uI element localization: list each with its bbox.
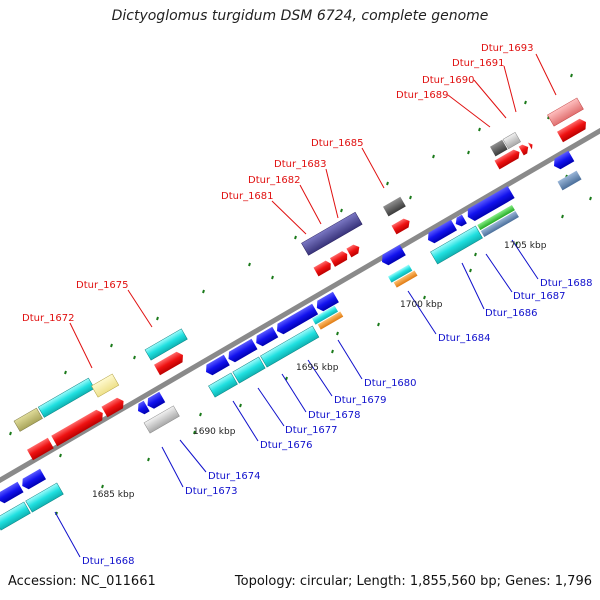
label-dtur-1685[interactable]: Dtur_1685 — [311, 138, 364, 149]
accession-label: Accession: NC_011661 — [8, 574, 156, 589]
label-dtur-1681[interactable]: Dtur_1681 — [221, 191, 274, 202]
gene-cyan[interactable] — [312, 305, 339, 325]
tick-marks — [9, 73, 592, 516]
gene-red[interactable] — [346, 243, 361, 258]
genes-lower-strand — [0, 150, 582, 531]
label-dtur-1677[interactable]: Dtur_1677 — [285, 425, 338, 436]
genome-backbone — [0, 127, 600, 484]
gene-cyan[interactable] — [25, 482, 64, 513]
gene-cyan[interactable] — [208, 372, 238, 398]
gene-blue[interactable] — [464, 185, 515, 223]
gene-cyan[interactable] — [430, 225, 483, 265]
gene-dark[interactable] — [383, 196, 406, 217]
gene-cyan[interactable] — [144, 328, 188, 361]
gene-blue[interactable] — [145, 391, 166, 411]
gene-steel[interactable] — [480, 211, 519, 238]
gene-grey[interactable] — [502, 131, 521, 150]
gene-blue[interactable] — [274, 303, 319, 336]
label-dtur-1678[interactable]: Dtur_1678 — [308, 410, 361, 421]
gene-blue[interactable] — [135, 400, 150, 416]
label-dtur-1679[interactable]: Dtur_1679 — [334, 395, 387, 406]
label-dtur-1682[interactable]: Dtur_1682 — [248, 175, 301, 186]
label-dtur-1690[interactable]: Dtur_1690 — [422, 75, 475, 86]
gene-red[interactable] — [51, 408, 105, 447]
gene-red[interactable] — [313, 259, 334, 277]
gene-orange[interactable] — [317, 311, 344, 330]
gene-yellow[interactable] — [91, 373, 120, 398]
gene-pink[interactable] — [547, 97, 584, 127]
scale-labels: 1685 kbp 1690 kbp 1695 kbp 1700 kbp 1705… — [92, 241, 547, 500]
scale-label: 1700 kbp — [400, 300, 443, 310]
callout-lines-bottom — [54, 239, 539, 558]
gene-dark[interactable] — [490, 139, 508, 157]
gene-cyan[interactable] — [260, 325, 320, 368]
label-dtur-1686[interactable]: Dtur_1686 — [485, 308, 538, 319]
gene-cyan[interactable] — [232, 356, 266, 384]
label-dtur-1683[interactable]: Dtur_1683 — [274, 159, 327, 170]
label-dtur-1680[interactable]: Dtur_1680 — [364, 378, 417, 389]
gene-blue[interactable] — [19, 468, 47, 491]
gene-blue[interactable] — [0, 481, 24, 505]
gene-blue[interactable] — [425, 219, 457, 245]
gene-red[interactable] — [391, 217, 413, 235]
label-dtur-1689[interactable]: Dtur_1689 — [396, 90, 449, 101]
gene-red[interactable] — [329, 250, 350, 267]
gene-blue[interactable] — [379, 244, 406, 267]
label-dtur-1676[interactable]: Dtur_1676 — [260, 440, 313, 451]
callout-lines-top — [69, 53, 557, 369]
genes-upper-strand — [13, 97, 589, 461]
scale-label: 1695 kbp — [296, 363, 339, 373]
gene-red[interactable] — [101, 396, 126, 418]
label-dtur-1684[interactable]: Dtur_1684 — [438, 333, 491, 344]
top-labels: Dtur_1672 Dtur_1675 Dtur_1681 Dtur_1682 … — [22, 43, 534, 324]
gene-red[interactable] — [518, 143, 531, 156]
label-dtur-1687[interactable]: Dtur_1687 — [513, 291, 566, 302]
gene-red[interactable] — [154, 350, 186, 376]
genome-summary: Topology: circular; Length: 1,855,560 bp… — [234, 574, 592, 589]
gene-cyan[interactable] — [388, 264, 413, 283]
gene-blue[interactable] — [253, 326, 279, 348]
label-dtur-1668[interactable]: Dtur_1668 — [82, 556, 135, 567]
gene-cyan[interactable] — [37, 377, 95, 418]
gene-grey[interactable] — [143, 405, 180, 434]
label-dtur-1688[interactable]: Dtur_1688 — [540, 278, 593, 289]
gene-red[interactable] — [494, 148, 523, 170]
gene-cyan[interactable] — [0, 501, 31, 531]
scale-label: 1705 kbp — [504, 241, 547, 251]
gene-blue[interactable] — [453, 214, 467, 229]
label-dtur-1675[interactable]: Dtur_1675 — [76, 280, 129, 291]
label-dtur-1691[interactable]: Dtur_1691 — [452, 58, 505, 69]
gene-orange[interactable] — [393, 270, 418, 288]
gene-green[interactable] — [477, 204, 515, 231]
gene-red[interactable] — [27, 437, 54, 461]
gene-blue[interactable] — [226, 338, 258, 364]
label-dtur-1672[interactable]: Dtur_1672 — [22, 313, 75, 324]
label-dtur-1693[interactable]: Dtur_1693 — [481, 43, 534, 54]
gene-blue[interactable] — [314, 291, 339, 313]
bottom-labels: Dtur_1668 Dtur_1673 Dtur_1674 Dtur_1676 … — [82, 278, 593, 567]
gene-red[interactable] — [557, 117, 589, 143]
gene-blue[interactable] — [203, 354, 230, 377]
scale-label: 1690 kbp — [193, 427, 236, 437]
gene-blue[interactable] — [551, 150, 575, 171]
gene-navy[interactable] — [301, 211, 363, 256]
scale-label: 1685 kbp — [92, 490, 135, 500]
gene-olive[interactable] — [13, 407, 43, 432]
gene-red[interactable] — [527, 141, 535, 150]
label-dtur-1674[interactable]: Dtur_1674 — [208, 471, 261, 482]
label-dtur-1673[interactable]: Dtur_1673 — [185, 486, 238, 497]
gene-steel[interactable] — [557, 170, 582, 191]
diagram-title: Dictyoglomus turgidum DSM 6724, complete… — [111, 8, 489, 24]
